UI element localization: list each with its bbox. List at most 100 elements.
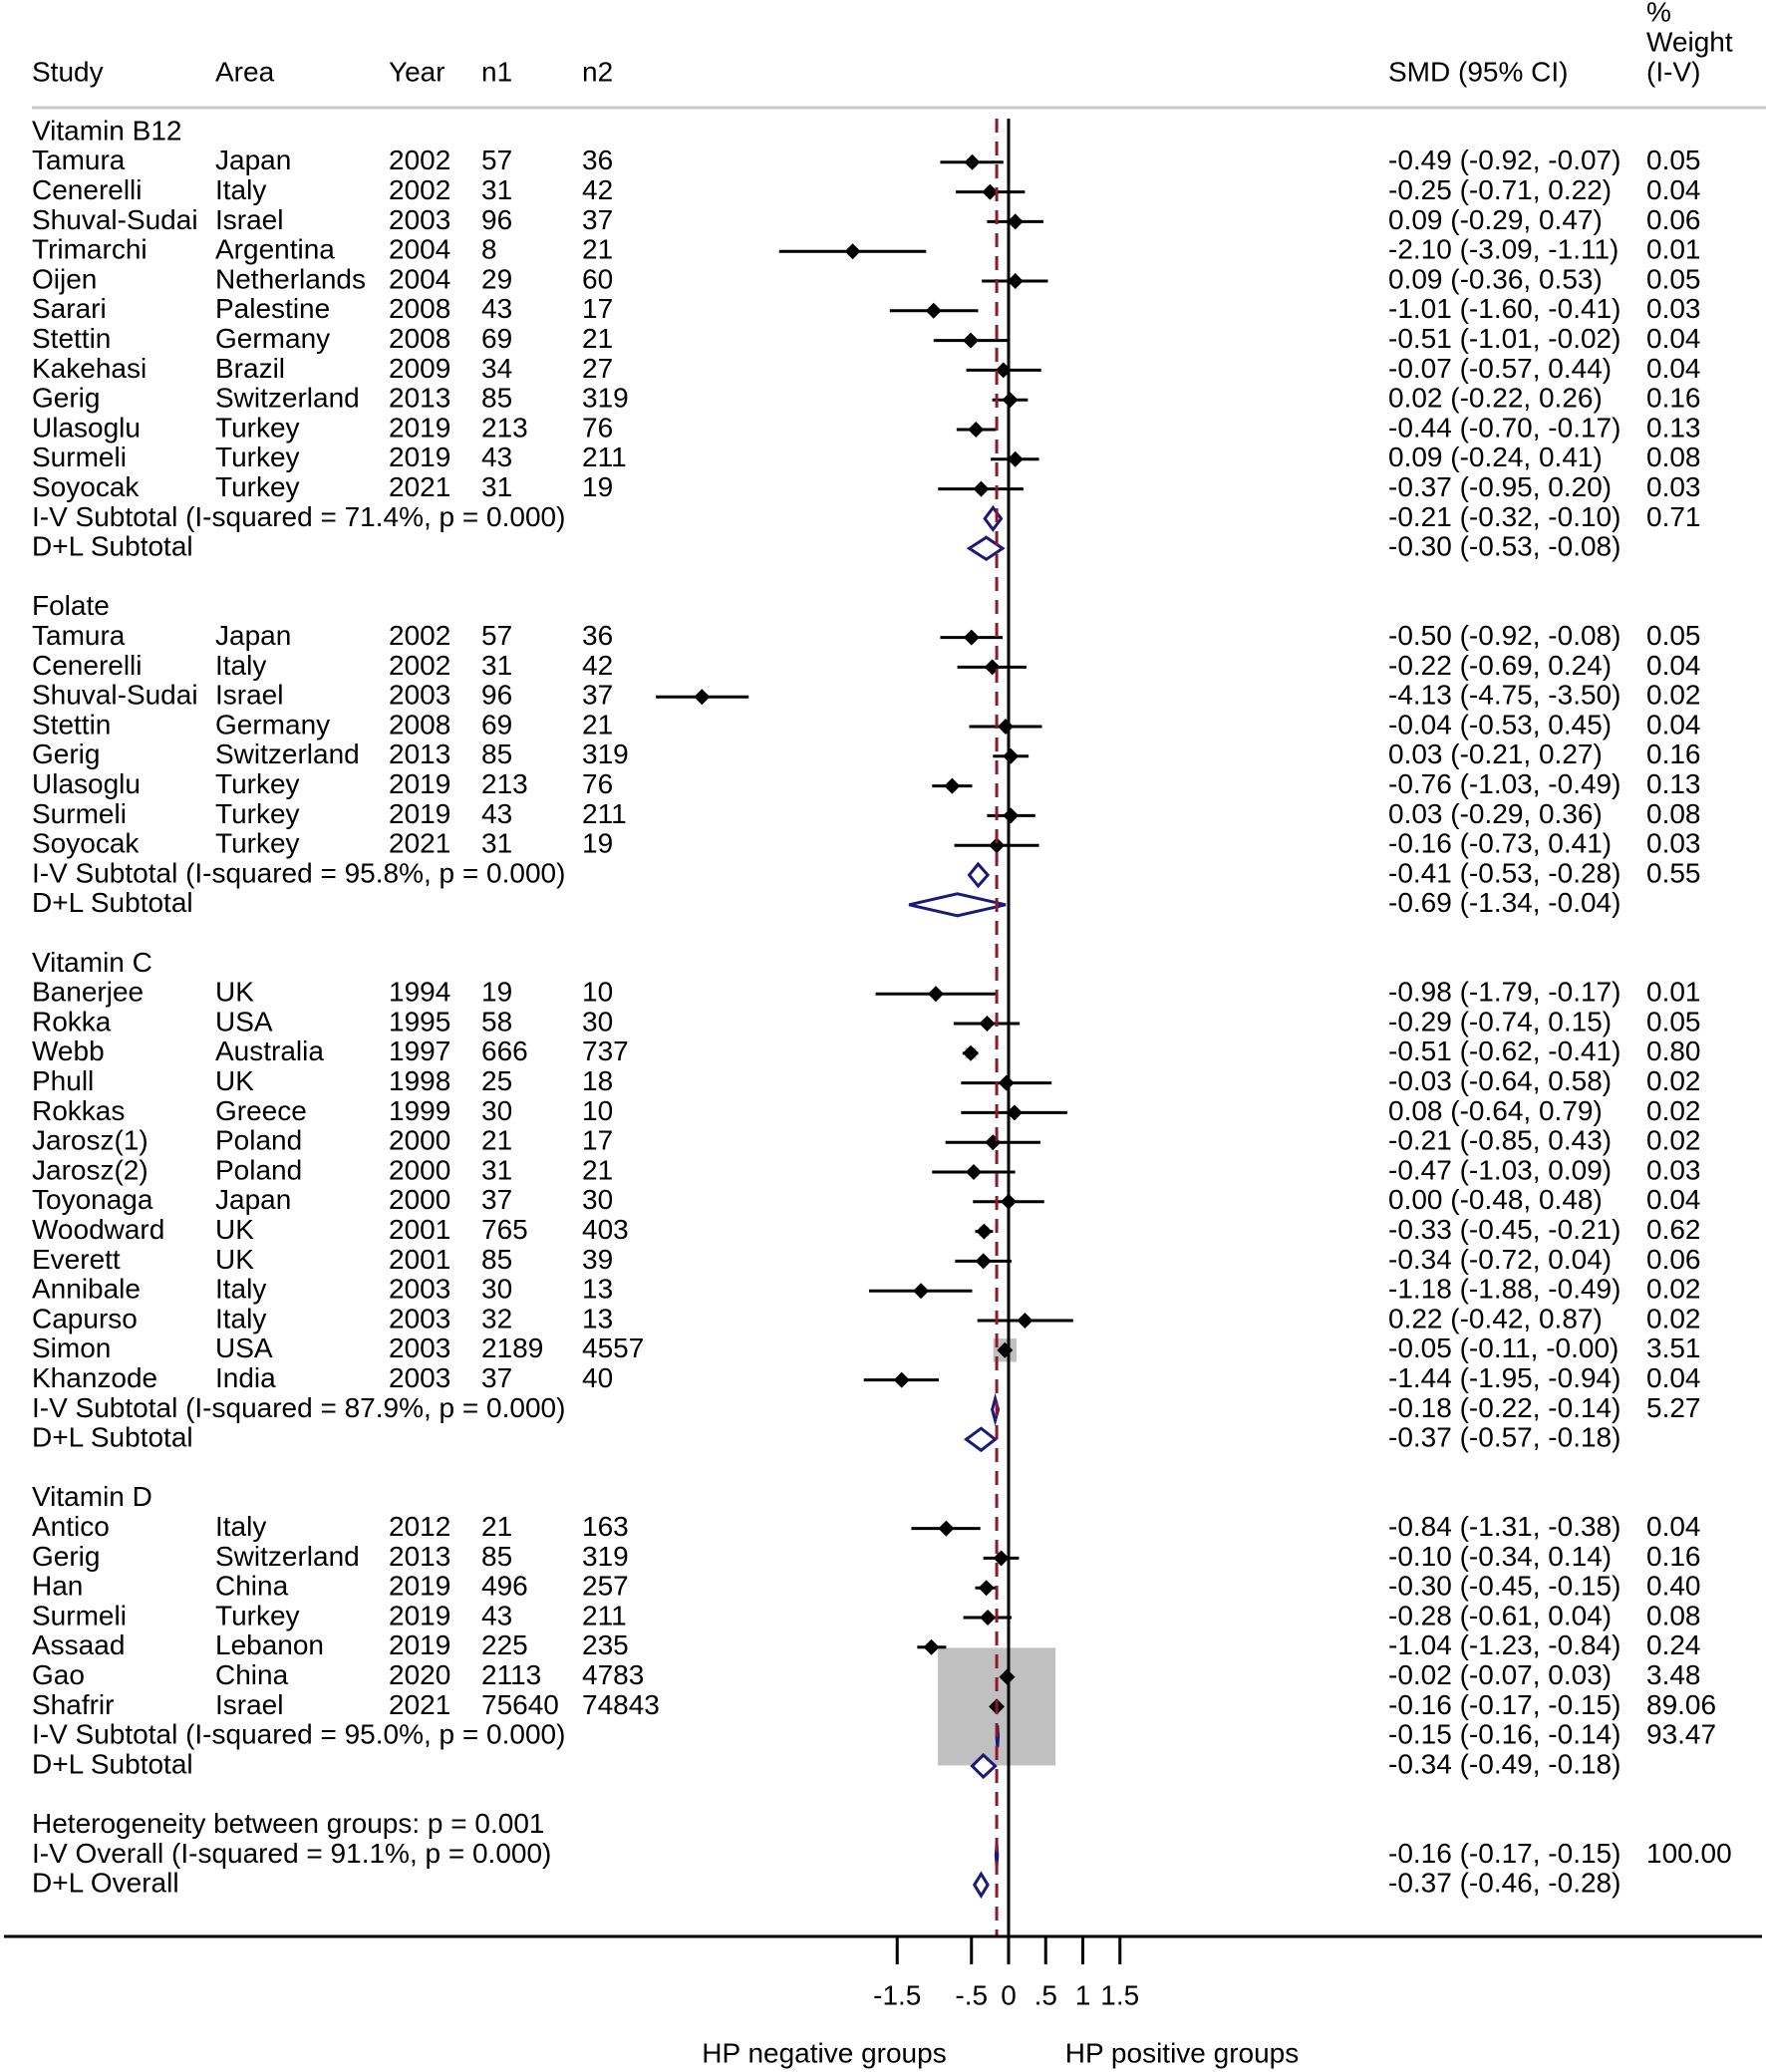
study-weight: 89.06 [1646,1689,1716,1720]
x-label-positive: HP positive groups [1065,2037,1300,2068]
study-smd-ci: -0.30 (-0.45, -0.15) [1388,1571,1620,1602]
study-n1: 225 [481,1629,528,1660]
study-name: Banerjee [32,977,144,1008]
study-name: Tamura [32,620,126,651]
study-name: Surmeli [32,798,127,829]
study-weight: 0.13 [1646,412,1701,443]
iv-subtotal-ci: -0.21 (-0.32, -0.10) [1388,501,1620,532]
study-year: 2019 [389,442,450,472]
study-point [963,332,980,349]
study-year: 2001 [389,1214,450,1245]
study-year: 2003 [389,680,450,711]
study-n2: 13 [582,1274,613,1305]
study-name: Webb [32,1036,105,1066]
study-n1: 85 [481,1541,512,1572]
study-year: 2019 [389,1629,450,1660]
study-area: Switzerland [215,383,360,414]
study-weight: 0.04 [1646,323,1701,354]
study-weight: 0.04 [1646,174,1701,205]
study-point [985,1134,1002,1151]
study-weight: 0.01 [1646,977,1701,1008]
study-area: Israel [215,680,283,711]
study-smd-ci: -0.44 (-0.70, -0.17) [1388,412,1620,443]
dl-overall-label: D+L Overall [32,1868,179,1899]
study-smd-ci: -0.25 (-0.71, 0.22) [1388,174,1612,205]
study-n2: 37 [582,204,613,235]
study-smd-ci: -0.03 (-0.64, 0.58) [1388,1065,1612,1096]
study-weight: 0.02 [1646,1065,1701,1096]
study-n2: 76 [582,412,613,443]
study-weight: 0.02 [1646,1274,1701,1305]
study-weight: 0.16 [1646,1541,1701,1572]
study-point [844,243,861,260]
study-n2: 319 [582,1541,629,1572]
study-name: Assaad [32,1629,125,1660]
study-point [980,1610,997,1626]
header-study: Study [32,56,104,87]
study-year: 2021 [389,828,450,859]
study-weight: 0.08 [1646,442,1701,472]
study-smd-ci: -0.21 (-0.85, 0.43) [1388,1125,1612,1156]
study-area: Japan [215,145,291,175]
heterogeneity-label: Heterogeneity between groups: p = 0.001 [32,1808,544,1839]
study-point [975,1253,992,1270]
study-year: 2008 [389,293,450,324]
study-area: Argentina [215,234,335,265]
study-n1: 96 [481,680,512,711]
study-weight: 0.04 [1646,650,1701,681]
study-weight: 0.02 [1646,1125,1701,1156]
study-area: Israel [215,204,283,235]
study-n2: 42 [582,650,613,681]
study-area: Lebanon [215,1629,324,1660]
study-smd-ci: -1.18 (-1.88, -0.49) [1388,1274,1620,1305]
study-year: 1995 [389,1006,450,1036]
study-n1: 57 [481,620,512,651]
study-smd-ci: -4.13 (-4.75, -3.50) [1388,680,1620,711]
header-smd-ci: SMD (95% CI) [1388,56,1568,87]
study-year: 2021 [389,471,450,502]
study-year: 2021 [389,1689,450,1720]
study-weight: 0.01 [1646,234,1701,265]
study-weight: 0.04 [1646,1511,1701,1542]
study-point [925,302,942,319]
study-weight: 3.48 [1646,1659,1701,1690]
study-point [1003,807,1020,824]
study-name: Simon [32,1332,111,1363]
study-n1: 85 [481,1244,512,1275]
study-year: 2003 [389,1303,450,1333]
study-area: Greece [215,1095,307,1126]
study-n1: 29 [481,263,512,294]
study-point [1007,213,1024,230]
study-smd-ci: -0.10 (-0.34, 0.14) [1388,1541,1612,1572]
study-point [973,480,990,497]
study-point [1007,450,1024,467]
study-area: Italy [215,1303,266,1333]
study-name: Sarari [32,293,107,324]
study-area: Japan [215,1184,291,1215]
iv-overall-weight: 100.00 [1646,1838,1732,1869]
x-label-negative: HP negative groups [702,2037,946,2068]
study-n2: 27 [582,353,613,384]
study-n1: 37 [481,1184,512,1215]
study-smd-ci: -0.50 (-0.92, -0.08) [1388,620,1620,651]
study-name: Ulasoglu [32,412,141,443]
study-point [976,1223,993,1240]
study-n1: 57 [481,145,512,175]
study-name: Kakehasi [32,353,147,384]
study-smd-ci: -0.98 (-1.79, -0.17) [1388,977,1620,1008]
study-smd-ci: -0.28 (-0.61, 0.04) [1388,1600,1612,1630]
study-n1: 31 [481,471,512,502]
study-name: Shafrir [32,1689,114,1720]
study-weight: 0.06 [1646,1244,1701,1275]
study-area: USA [215,1006,273,1036]
study-name: Annibale [32,1274,141,1305]
study-smd-ci: 0.09 (-0.24, 0.41) [1388,442,1603,472]
study-name: Jarosz(2) [32,1154,148,1185]
study-smd-ci: 0.08 (-0.64, 0.79) [1388,1095,1603,1126]
study-weight: 0.04 [1646,709,1701,740]
study-year: 2008 [389,709,450,740]
study-year: 1999 [389,1095,450,1126]
study-area: Italy [215,174,266,205]
study-name: Antico [32,1511,110,1542]
header-n1: n1 [481,56,512,87]
